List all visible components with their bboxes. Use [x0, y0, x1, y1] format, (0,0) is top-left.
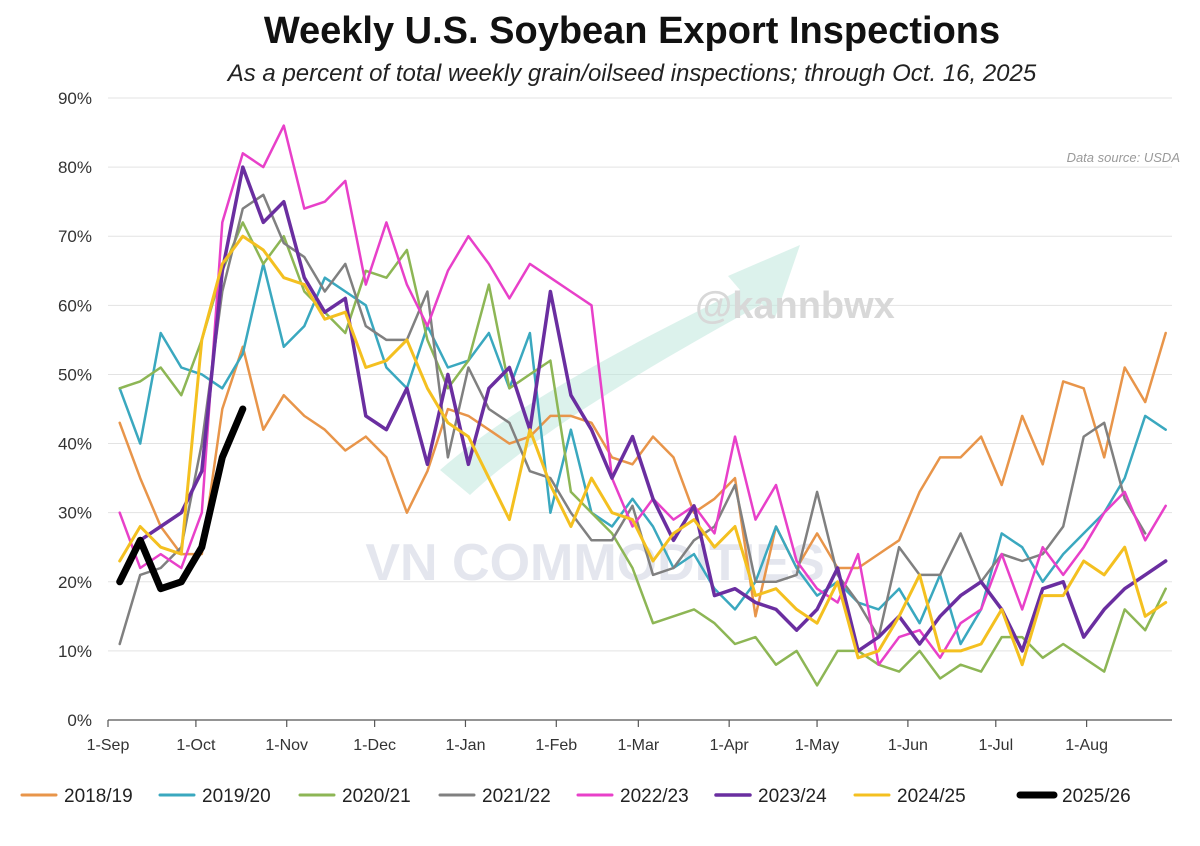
legend-label: 2020/21 [342, 786, 411, 807]
y-tick-label: 90% [58, 89, 92, 108]
y-tick-label: 70% [58, 227, 92, 246]
legend-label: 2024/25 [897, 786, 966, 807]
legend-item-2022-23: 2022/23 [576, 786, 689, 807]
watermark-kannbwx: @kannbwx [695, 285, 895, 327]
x-tick-label: 1-Apr [710, 737, 750, 754]
series-line-2021-22 [118, 193, 1147, 646]
x-tick-label: 1-Jan [445, 737, 485, 754]
legend-label: 2021/22 [482, 786, 551, 807]
legend-label: 2018/19 [64, 786, 133, 807]
data-source-note: Data source: USDA [1066, 150, 1180, 165]
legend-item-2021-22: 2021/22 [438, 786, 551, 807]
series-line-2022-23 [118, 124, 1167, 666]
series-line-2024-25 [118, 234, 1168, 667]
x-tick-label: 1-Oct [176, 737, 216, 754]
legend-item-2020-21: 2020/21 [298, 786, 411, 807]
legend-label: 2025/26 [1062, 786, 1131, 807]
legend-label: 2023/24 [758, 786, 827, 807]
chart-subtitle: As a percent of total weekly grain/oilse… [227, 60, 1037, 87]
y-tick-label: 80% [58, 158, 92, 177]
series-line-2018-19 [118, 331, 1167, 618]
legend: 2018/19 2019/20 2020/21 2021/22 2022/23 2023/… [20, 786, 1131, 807]
y-tick-label: 40% [58, 435, 92, 454]
x-tick-label: 1-Dec [353, 737, 396, 754]
watermark-arrow-icon [440, 245, 800, 495]
x-axis: 1-Sep 1-Oct 1-Nov 1-Dec 1-Jan 1-Feb 1-Mar 1-Apr… [87, 719, 1172, 754]
legend-item-2023-24: 2023/24 [714, 786, 827, 807]
series-line-2023-24 [117, 165, 1168, 653]
y-tick-label: 50% [58, 365, 92, 384]
legend-item-2019-20: 2019/20 [158, 786, 271, 807]
legend-item-2024-25: 2024/25 [853, 786, 966, 807]
x-tick-label: 1-Feb [535, 737, 577, 754]
x-tick-label: 1-May [795, 737, 839, 754]
x-tick-label: 1-Nov [265, 737, 308, 754]
chart-title: Weekly U.S. Soybean Export Inspections [263, 10, 1001, 52]
y-tick-label: 60% [58, 296, 92, 315]
x-tick-label: 1-Sep [87, 737, 130, 754]
series-lines [116, 124, 1168, 687]
series-line-2025-26 [116, 405, 247, 593]
series-line-2020-21 [118, 221, 1167, 687]
gridlines [108, 97, 1172, 721]
x-tick-label: 1-Jun [888, 737, 928, 754]
y-tick-label: 10% [58, 642, 92, 661]
legend-item-2025-26: 2025/26 [1016, 786, 1131, 807]
x-tick-label: 1-Aug [1065, 737, 1108, 754]
y-tick-label: 20% [58, 573, 92, 592]
legend-label: 2019/20 [202, 786, 271, 807]
x-tick-label: 1-Jul [978, 737, 1013, 754]
y-tick-label: 0% [67, 711, 92, 730]
y-axis: 0% 10% 20% 30% 40% 50% 60% 70% 80% 90% [58, 89, 92, 730]
y-tick-label: 30% [58, 504, 92, 523]
legend-label: 2022/23 [620, 786, 689, 807]
x-tick-label: 1-Mar [617, 737, 659, 754]
legend-item-2018-19: 2018/19 [20, 786, 133, 807]
